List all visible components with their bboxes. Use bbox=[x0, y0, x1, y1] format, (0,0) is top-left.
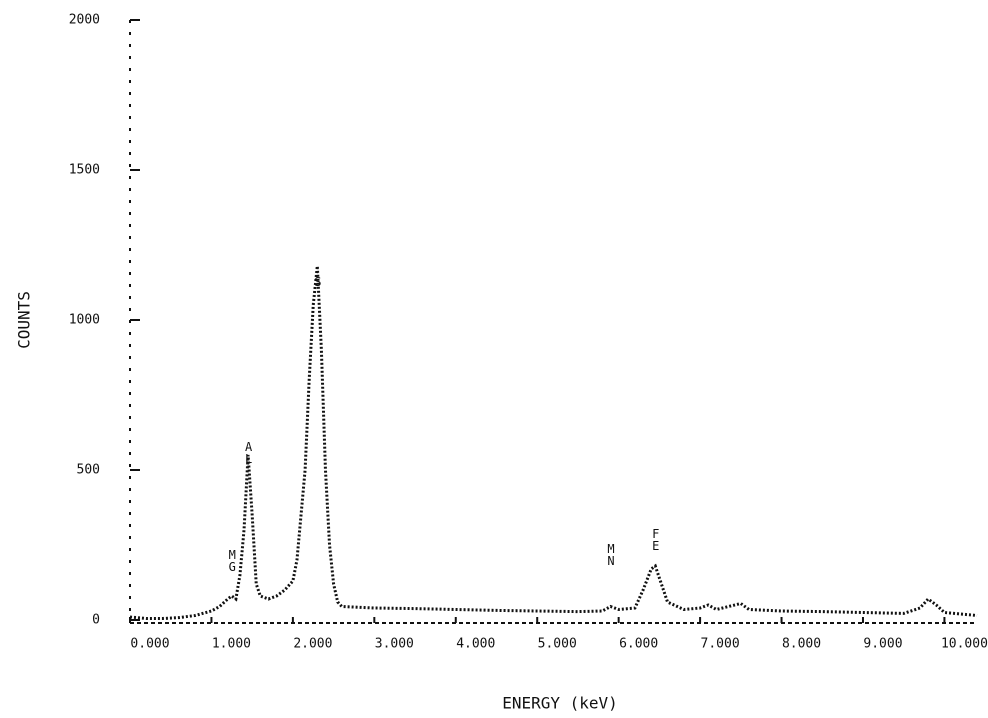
peak-label: S bbox=[311, 275, 325, 287]
y-tick-label: 2000 bbox=[69, 13, 100, 28]
peak-label: AL bbox=[242, 440, 256, 464]
y-tick-label: 1000 bbox=[69, 313, 100, 328]
peak-label: FE bbox=[649, 527, 663, 551]
y-axis-title: COUNTS bbox=[15, 291, 34, 349]
x-tick-label: 6.000 bbox=[619, 637, 658, 652]
x-tick-label: 9.000 bbox=[863, 637, 902, 652]
y-tick-label: 0 bbox=[92, 613, 100, 628]
x-tick-label: 5.000 bbox=[538, 637, 577, 652]
spectrum-line bbox=[129, 265, 978, 620]
y-tick-label: 1500 bbox=[69, 163, 100, 178]
x-tick-label: 10.000 bbox=[941, 637, 988, 652]
x-tick-label: 7.000 bbox=[701, 637, 740, 652]
y-tick-label: 500 bbox=[77, 463, 100, 478]
x-tick-label: 3.000 bbox=[375, 637, 414, 652]
x-axis-title: ENERGY (keV) bbox=[502, 694, 618, 713]
x-tick-label: 2.000 bbox=[293, 637, 332, 652]
x-tick-label: 0.000 bbox=[130, 637, 169, 652]
x-tick-label: 8.000 bbox=[782, 637, 821, 652]
peak-label: MN bbox=[604, 542, 618, 566]
peak-label: MG bbox=[225, 548, 239, 572]
x-tick-label: 4.000 bbox=[456, 637, 495, 652]
x-tick-label: 1.000 bbox=[212, 637, 251, 652]
